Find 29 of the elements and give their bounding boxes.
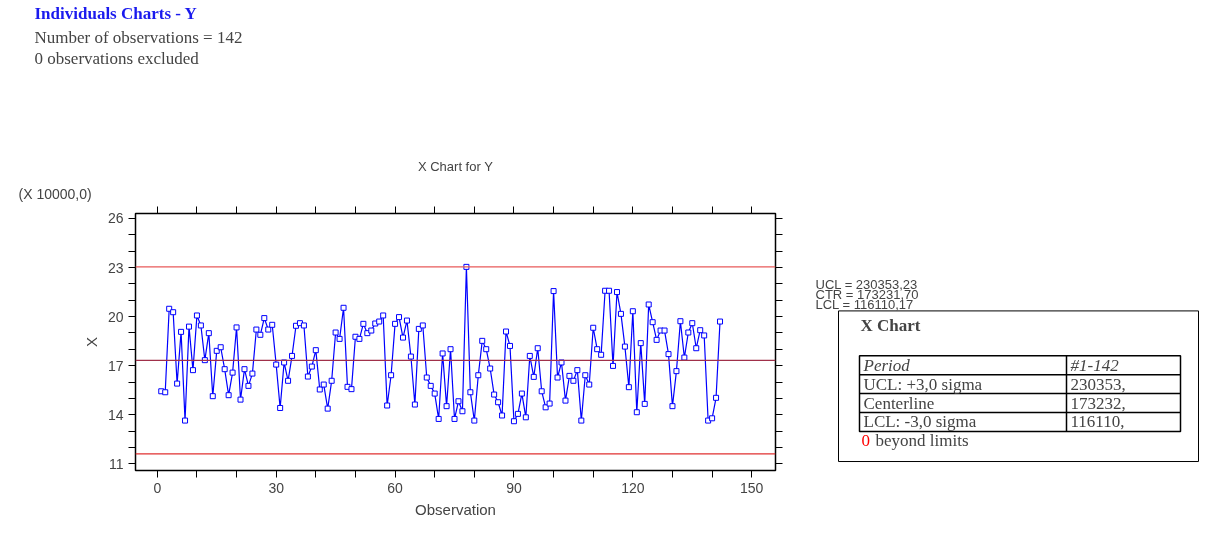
y-tick-label: 11 bbox=[108, 455, 124, 472]
x-tick-label: 60 bbox=[387, 479, 404, 496]
text: X Chart bbox=[860, 316, 921, 336]
text: 230353, bbox=[1070, 374, 1126, 394]
text: Centerline bbox=[863, 393, 935, 413]
text: 116110, bbox=[1070, 412, 1125, 432]
text: 0 observations excluded bbox=[34, 48, 200, 68]
x-tick-label: 150 bbox=[740, 479, 764, 496]
y-tick-label: 23 bbox=[107, 259, 124, 276]
x-tick-label: 90 bbox=[506, 479, 522, 496]
x-tick-label: 30 bbox=[268, 479, 285, 496]
text: UCL: +3,0 sigma bbox=[863, 374, 983, 394]
y-tick-label: 20 bbox=[107, 308, 124, 325]
text: LCL: -3,0 sigma bbox=[863, 412, 977, 432]
text: Number of observations = 142 bbox=[34, 27, 243, 47]
text: 173232, bbox=[1070, 393, 1126, 413]
text: (X 10000,0) bbox=[18, 185, 92, 202]
x-tick-label: 120 bbox=[621, 479, 645, 496]
y-tick-label: 17 bbox=[107, 357, 124, 374]
x-axis-title: Observation bbox=[415, 500, 496, 518]
text: Period bbox=[862, 355, 911, 375]
chart-title: X Chart for Y bbox=[417, 158, 494, 174]
x-tick-label: 0 bbox=[153, 479, 162, 496]
y-axis-title: X bbox=[82, 336, 100, 347]
text: 0 beyond limits bbox=[861, 430, 969, 450]
text: #1-142 bbox=[1070, 355, 1120, 375]
y-tick-label: 14 bbox=[107, 406, 124, 423]
text: Individuals Charts - Y bbox=[34, 3, 197, 23]
y-tick-label: 26 bbox=[107, 210, 124, 227]
